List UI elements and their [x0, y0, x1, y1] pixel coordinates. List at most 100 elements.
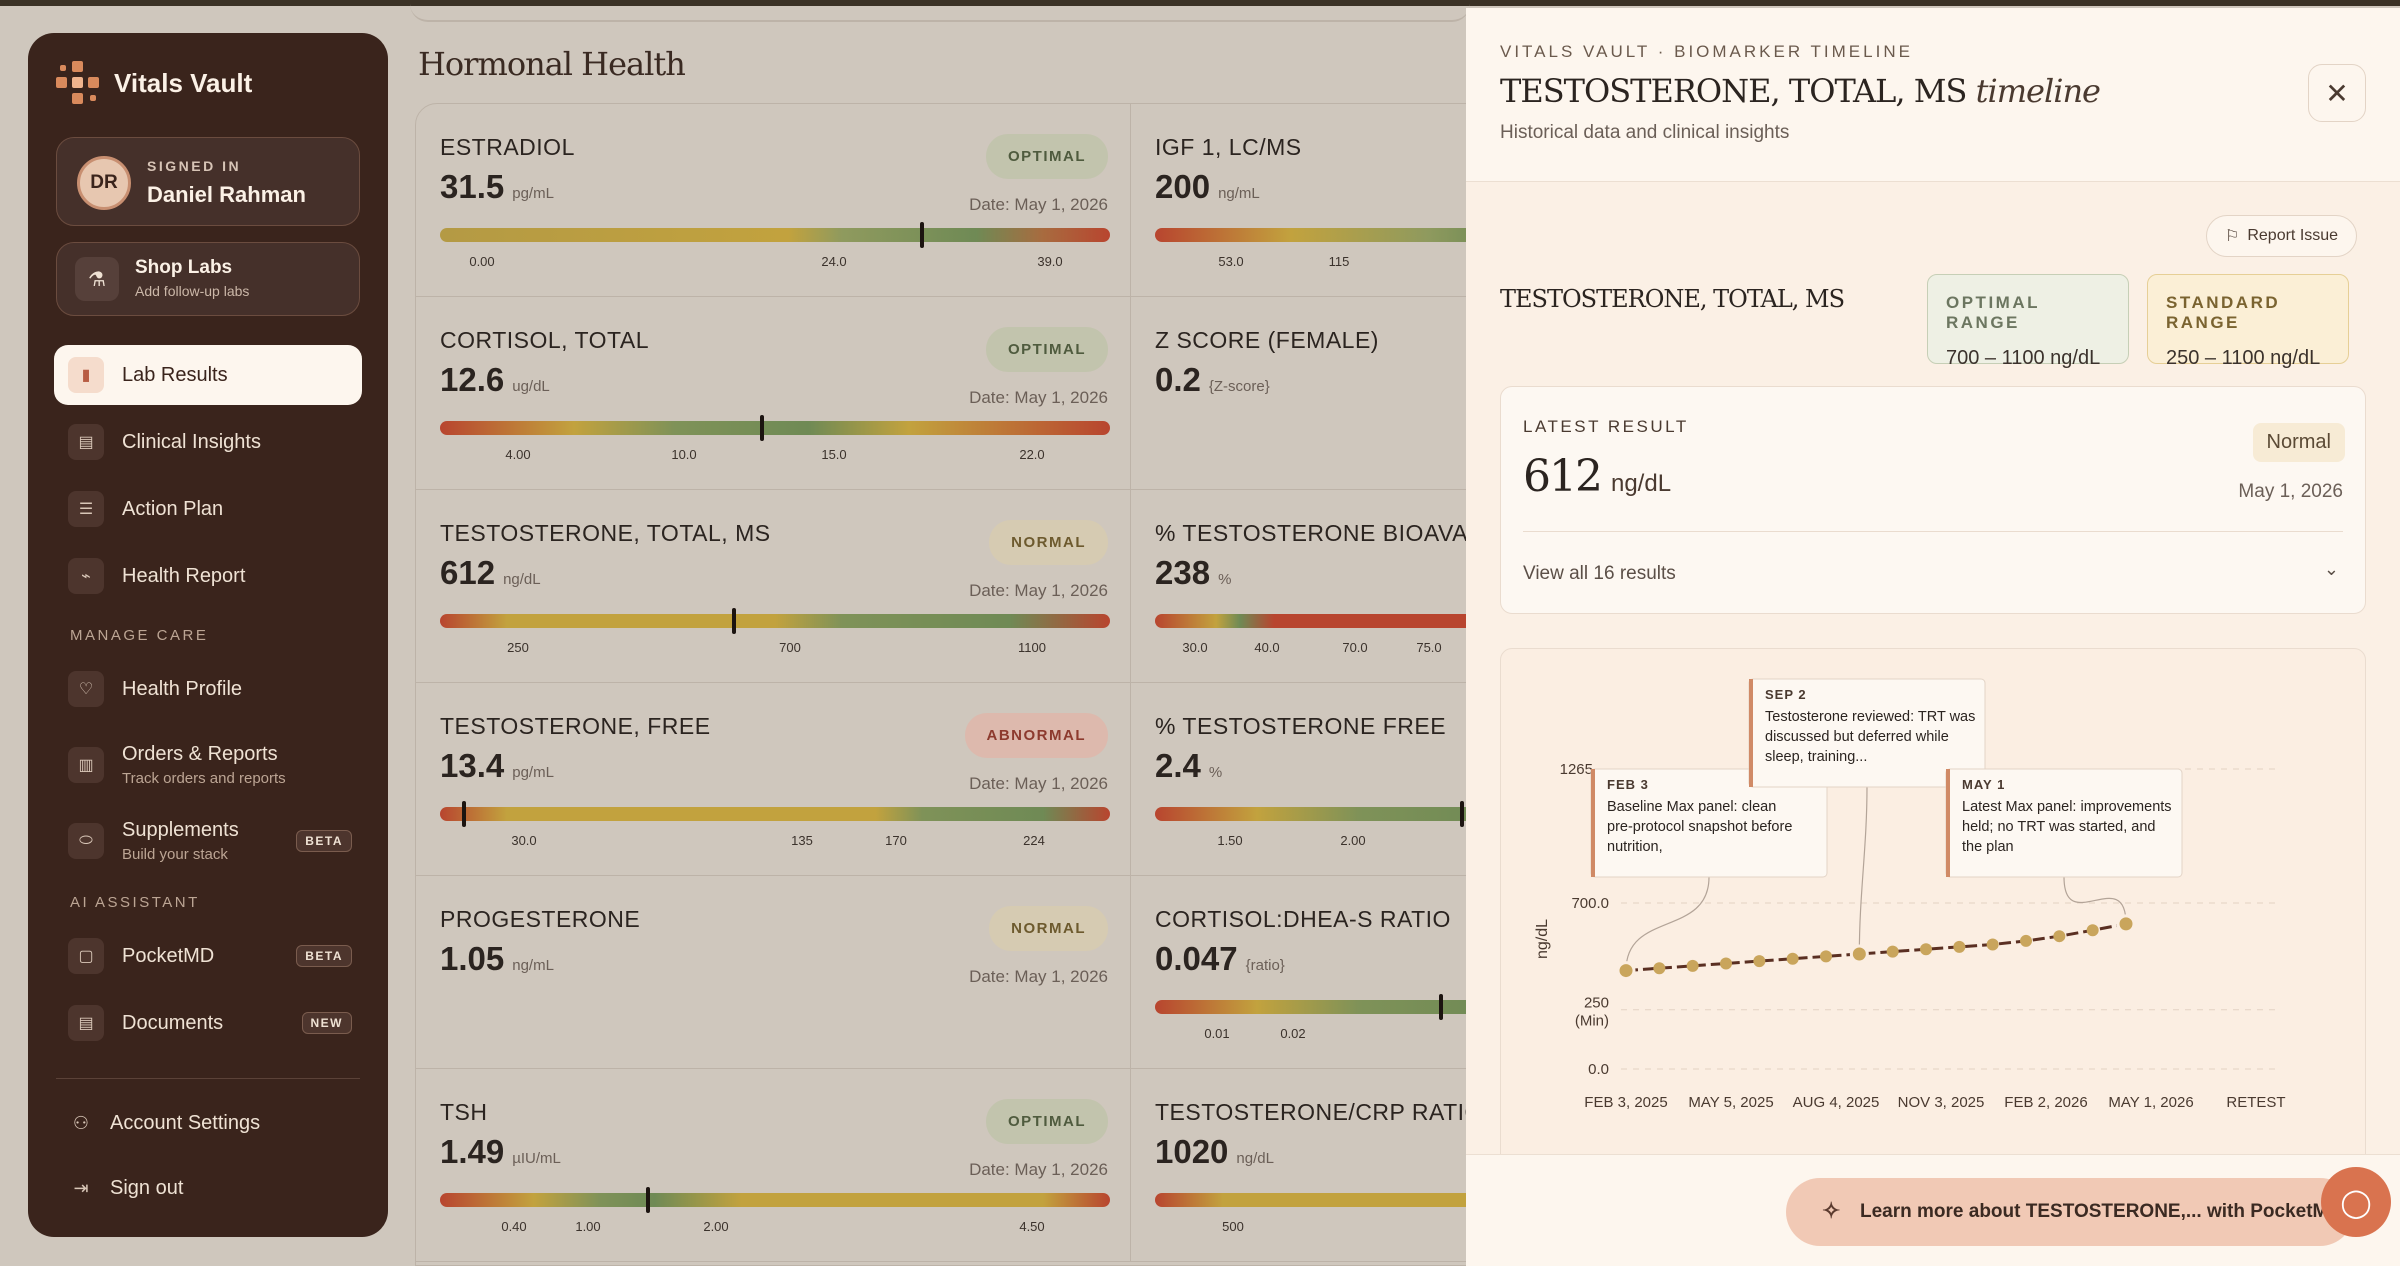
ask-pocketmd-button[interactable]: ✧ Learn more about TESTOSTERONE,... with…: [1786, 1178, 2354, 1246]
annotation-connector: [2063, 876, 2127, 924]
x-tick-label: RETEST: [2226, 1094, 2285, 1111]
chat-bubble-icon: ◯: [2340, 1186, 2372, 1218]
nav-documents[interactable]: ▤ Documents NEW: [54, 993, 362, 1053]
range-bar: 0.01 0.02: [1155, 994, 1474, 1041]
y-axis-label: ng/dL: [1534, 919, 1551, 959]
x-tick-label: NOV 3, 2025: [1898, 1094, 1985, 1111]
range-bar: 0.00 24.0 39.0: [440, 222, 1110, 269]
biomarker-card[interactable]: % TESTOSTERONE FREE 2.4% 1.50 2.00: [1131, 683, 1474, 876]
sign-out-link[interactable]: ⇥ Sign out: [70, 1177, 183, 1200]
latest-result-card: LATEST RESULT 612 ng/dL Normal May 1, 202…: [1500, 386, 2366, 614]
x-tick-label: MAY 1, 2026: [2108, 1094, 2193, 1111]
annotation-accent: [1749, 679, 1753, 787]
biomarker-card[interactable]: Z SCORE (FEMALE) 0.2 {Z-score}: [1131, 297, 1474, 490]
biomarker-card[interactable]: CORTISOL:DHEA-S RATIO 0.047 {ratio} 0.01 …: [1131, 876, 1474, 1069]
view-all-results[interactable]: View all 16 results: [1523, 563, 1676, 584]
optimal-range-label: OPTIMAL RANGE: [1946, 293, 2040, 332]
chevron-down-icon[interactable]: ⌄: [2323, 559, 2339, 579]
x-tick-label: FEB 3, 2025: [1584, 1094, 1667, 1111]
data-point: [1753, 955, 1766, 968]
avatar: DR: [77, 156, 131, 210]
standard-range-value: 250 – 1100 ng/dL: [2166, 347, 2321, 369]
nav-lab-results[interactable]: ▮ Lab Results: [54, 345, 362, 405]
x-tick-label: AUG 4, 2025: [1793, 1094, 1880, 1111]
sidebar: Vitals Vault DR SIGNED IN Daniel Rahman …: [28, 33, 388, 1237]
nav-health-profile[interactable]: ♡ Health Profile: [54, 659, 362, 719]
shop-labs-title: Shop Labs: [135, 257, 233, 278]
y-tick-label: 700.0: [1571, 895, 1609, 912]
biomarker-card[interactable]: TESTOSTERONE/CRP RATIO 1020 ng/dL 500: [1131, 1069, 1474, 1262]
value-marker: [760, 415, 764, 441]
annotation-text: Latest Max panel: improvements held; no T…: [1962, 799, 2172, 855]
close-button[interactable]: ✕: [2308, 64, 2366, 122]
nav-orders-label: Orders & Reports: [122, 743, 278, 765]
nav-supplements[interactable]: ⬭ Supplements Build your stack BETA: [54, 806, 362, 876]
annotation-date: MAY 1: [1962, 777, 2005, 792]
range-bar: 30.0 40.0 70.0 75.0: [1155, 614, 1474, 655]
test-tube-icon: ▮: [68, 357, 104, 393]
biomarker-name: CORTISOL:DHEA-S RATIO: [1155, 906, 1451, 932]
sign-out-icon: ⇥: [73, 1178, 89, 1198]
chat-fab-button[interactable]: ◯: [2321, 1167, 2391, 1237]
nav-action-plan[interactable]: ☰ Action Plan: [54, 479, 362, 539]
biomarker-name: TSH: [440, 1099, 488, 1125]
value-marker: [1439, 994, 1443, 1020]
nav-orders-reports[interactable]: ▥ Orders & Reports Track orders and repo…: [54, 730, 362, 800]
report-issue-button[interactable]: ⚐ Report Issue: [2206, 215, 2358, 257]
biomarker-card[interactable]: % TESTOSTERONE BIOAVAIL 238% 30.0 40.0 7…: [1131, 490, 1474, 683]
biomarker-card[interactable]: TSH 1.49 µIU/mL OPTIMAL Date: May 1, 2026…: [416, 1069, 1131, 1262]
beta-badge: BETA: [296, 830, 352, 852]
value-marker: [920, 222, 924, 248]
biomarker-card[interactable]: ESTRADIOL 31.5 pg/mL OPTIMAL Date: May 1,…: [416, 104, 1131, 297]
status-badge: OPTIMAL: [986, 134, 1108, 179]
report-issue-label: Report Issue: [2247, 227, 2339, 244]
signed-in-card[interactable]: DR SIGNED IN Daniel Rahman: [56, 137, 360, 226]
annotation-date: SEP 2: [1765, 687, 1807, 702]
biomarker-card[interactable]: CORTISOL, TOTAL 12.6 ug/dL OPTIMAL Date: …: [416, 297, 1131, 490]
result-date: Date: May 1, 2026: [969, 581, 1108, 600]
status-badge: OPTIMAL: [986, 1099, 1108, 1144]
data-point: [1986, 938, 1999, 951]
y-tick-label: (Min): [1575, 1013, 1609, 1030]
sign-out-label: Sign out: [110, 1177, 184, 1199]
nav-clinical-insights-label: Clinical Insights: [122, 430, 261, 453]
annotation-text: Baseline Max panel: clean pre-protocol sn…: [1607, 799, 1792, 855]
biomarker-name: % TESTOSTERONE FREE: [1155, 713, 1447, 739]
nav-clinical-insights[interactable]: ▤ Clinical Insights: [54, 412, 362, 472]
biomarker-name: TESTOSTERONE, TOTAL, MS: [440, 520, 771, 546]
nav-pocketmd[interactable]: ▢ PocketMD BETA: [54, 926, 362, 986]
beta-badge: BETA: [296, 945, 352, 967]
annotation-accent: [1591, 769, 1595, 877]
panel-subtitle: Historical data and clinical insights: [1500, 122, 1790, 143]
data-point: [1820, 950, 1832, 963]
pulse-icon: ⌁: [68, 558, 104, 594]
nav-orders-sub: Track orders and reports: [122, 770, 286, 787]
biomarker-value: 238%: [1155, 554, 1232, 591]
x-tick-label: FEB 2, 2026: [2004, 1094, 2087, 1111]
series-line: [1625, 922, 2127, 973]
annotation-text: Testosterone reviewed: TRT was discussed …: [1765, 709, 1975, 765]
data-point: [1686, 959, 1699, 972]
range-bar: 4.00 10.0 15.0 22.0: [440, 415, 1110, 462]
biomarker-title: TESTOSTERONE, TOTAL, MS: [1500, 285, 1845, 313]
checklist-icon: ☰: [68, 491, 104, 527]
data-point: [1886, 945, 1899, 958]
result-date: Date: May 1, 2026: [969, 195, 1108, 214]
nav-pocketmd-label: PocketMD: [122, 944, 215, 967]
biomarker-card[interactable]: TESTOSTERONE, FREE 13.4 pg/mL ABNORMAL Da…: [416, 683, 1131, 876]
biomarker-card[interactable]: TESTOSTERONE, TOTAL, MS 612 ng/dL NORMAL …: [416, 490, 1131, 683]
biomarker-name: TESTOSTERONE, FREE: [440, 713, 711, 739]
sidebar-divider: [56, 1078, 360, 1079]
annotation-connector: [1625, 876, 1710, 971]
y-tick-label: 1265: [1560, 761, 1593, 778]
result-date: Date: May 1, 2026: [969, 388, 1108, 407]
brand[interactable]: Vitals Vault: [56, 61, 252, 105]
divider: [1523, 531, 2343, 532]
shop-labs-subtitle: Add follow-up labs: [135, 283, 250, 299]
biomarker-card[interactable]: IGF 1, LC/MS 200 ng/mL 53.0 115: [1131, 104, 1474, 297]
account-settings-link[interactable]: ⚇ Account Settings: [70, 1112, 260, 1135]
biomarker-card[interactable]: PROGESTERONE 1.05 ng/mL NORMAL Date: May …: [416, 876, 1131, 1069]
result-date: Date: May 1, 2026: [969, 774, 1108, 793]
nav-health-report[interactable]: ⌁ Health Report: [54, 546, 362, 606]
shop-labs-button[interactable]: ⚗ Shop Labs Add follow-up labs: [56, 242, 360, 316]
